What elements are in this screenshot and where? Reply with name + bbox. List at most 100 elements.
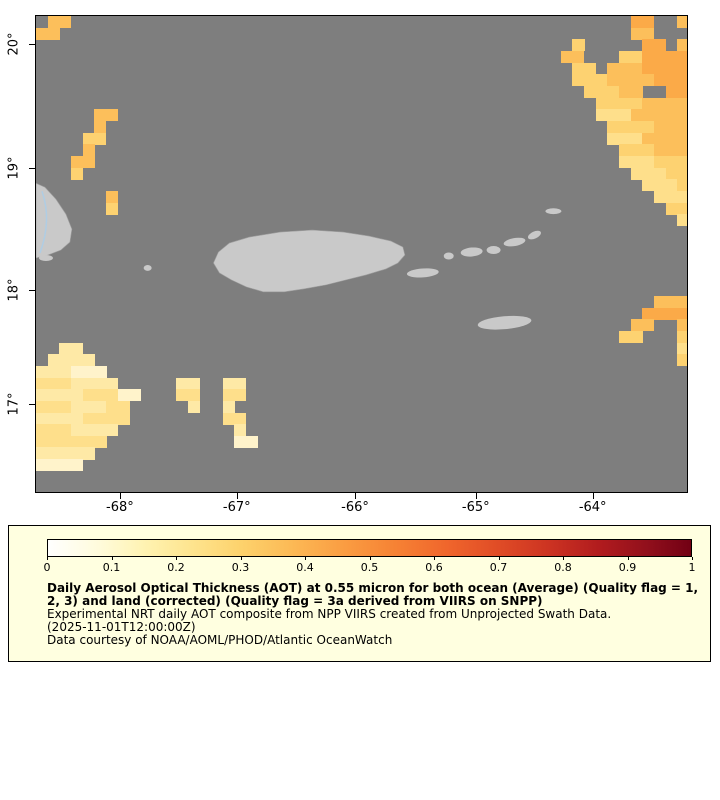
colorbar-tick <box>305 557 306 560</box>
aot-data-cells <box>572 74 608 87</box>
aot-data-cells <box>677 342 687 355</box>
aot-data-cells <box>82 132 107 145</box>
colorbar-tick <box>563 557 564 560</box>
aot-data-cells <box>175 377 200 390</box>
aot-data-cells <box>234 435 258 448</box>
colorbar-tick-label: 0.4 <box>296 561 314 574</box>
colorbar-tick-label: 0.1 <box>102 561 121 574</box>
aot-data-cells <box>630 16 655 29</box>
st-thomas-island <box>460 247 483 257</box>
aot-data-cells <box>36 459 84 472</box>
aot-data-cells <box>36 377 72 390</box>
aot-data-cells <box>654 144 687 157</box>
colorbar-tick-label: 0.2 <box>167 561 185 574</box>
y-axis-label: 20° <box>6 32 22 56</box>
colorbar-tick <box>369 557 371 560</box>
aot-data-cells <box>36 27 60 40</box>
aot-data-cells <box>36 389 84 402</box>
aot-raster-layer <box>36 16 687 492</box>
colorbar <box>47 539 692 557</box>
colorbar-tick-label: 0.7 <box>489 561 508 574</box>
aot-data-cells <box>94 109 119 122</box>
aot-data-cells <box>630 27 655 40</box>
aot-data-cells <box>642 132 687 145</box>
x-axis-tick <box>236 493 238 499</box>
aot-data-cells <box>47 354 95 367</box>
aot-data-cells <box>642 39 667 52</box>
x-axis-tick <box>592 493 594 499</box>
x-axis-tick <box>475 493 477 499</box>
aot-data-cells <box>59 342 84 355</box>
aot-data-cells <box>619 144 655 157</box>
aot-data-cells <box>36 400 72 413</box>
aot-data-cells <box>222 412 247 425</box>
x-axis-label: -64° <box>578 500 607 515</box>
aot-data-cells <box>619 330 643 343</box>
legend-panel: 0 0.1 0.2 0.3 0.4 0.5 0.6 0.7 0.8 0.9 1 Daily Aero… <box>8 525 711 662</box>
colorbar-tick <box>240 557 242 560</box>
x-axis-label: -66° <box>341 500 369 515</box>
aot-data-cells <box>677 39 687 52</box>
aot-data-cells <box>607 74 655 87</box>
aot-data-cells <box>677 179 687 192</box>
aot-data-cells <box>619 51 643 64</box>
vieques-island <box>406 268 439 278</box>
aot-data-cells <box>175 389 200 402</box>
colorbar-tick-label: 0.8 <box>554 561 572 574</box>
aot-data-cells <box>71 424 119 437</box>
aot-data-cells <box>36 435 107 448</box>
x-axis-tick <box>119 493 121 499</box>
aot-data-cells <box>642 179 678 192</box>
aot-data-cells <box>222 400 235 413</box>
aot-data-cells <box>630 319 655 332</box>
aot-data-cells <box>584 86 620 99</box>
aot-data-cells <box>187 400 200 413</box>
colorbar-tick <box>627 557 629 560</box>
aot-data-cells <box>234 424 247 437</box>
st-croix-island <box>477 315 532 330</box>
aot-data-cells <box>36 447 95 460</box>
aot-data-cells <box>642 97 687 110</box>
aot-data-cells <box>572 39 585 52</box>
y-axis-label: 19° <box>6 156 22 180</box>
colorbar-tick-label: 0.9 <box>618 561 637 574</box>
aot-data-cells <box>642 307 687 320</box>
anegada-island <box>545 208 562 215</box>
virgin-gorda-island <box>527 230 541 240</box>
aot-data-cells <box>642 62 687 75</box>
aot-data-cells <box>595 97 643 110</box>
aot-data-cells <box>36 412 84 425</box>
aot-data-cells <box>106 190 119 204</box>
colorbar-tick <box>498 557 500 560</box>
colorbar-scale: 0 0.1 0.2 0.3 0.4 0.5 0.6 0.7 0.8 0.9 1 <box>44 557 696 577</box>
y-axis-tick <box>29 404 35 406</box>
colorbar-tick-label: 0.5 <box>360 561 379 574</box>
aot-data-cells <box>665 86 687 99</box>
aot-data-cells <box>654 74 687 87</box>
aot-data-cells <box>607 120 655 134</box>
x-axis-label: -67° <box>222 500 251 515</box>
map-plot-area <box>35 15 688 493</box>
x-axis-label: -65° <box>461 500 490 515</box>
hispaniola-coast-accent <box>39 191 48 254</box>
aot-data-cells <box>654 295 687 309</box>
colorbar-tick-label: 1 <box>688 561 696 574</box>
aot-data-cells <box>71 155 95 169</box>
aot-data-cells <box>677 16 687 29</box>
aot-data-cells <box>665 202 687 215</box>
tortola-island <box>503 237 526 247</box>
aot-data-cells <box>106 400 130 413</box>
x-axis-label: -68° <box>106 500 134 515</box>
aot-data-cells <box>82 389 119 402</box>
aot-data-cells <box>654 190 687 204</box>
aot-data-cells <box>607 132 643 145</box>
aot-data-cells <box>630 109 687 122</box>
aot-data-cells <box>36 365 72 378</box>
mona-island <box>143 264 152 271</box>
legend-title: Daily Aerosol Optical Thickness (AOT) at… <box>47 581 699 608</box>
aot-data-cells <box>222 389 247 402</box>
puerto-rico-landmass <box>213 229 406 293</box>
y-axis-label: 18° <box>6 278 22 302</box>
land-layer <box>36 182 562 330</box>
